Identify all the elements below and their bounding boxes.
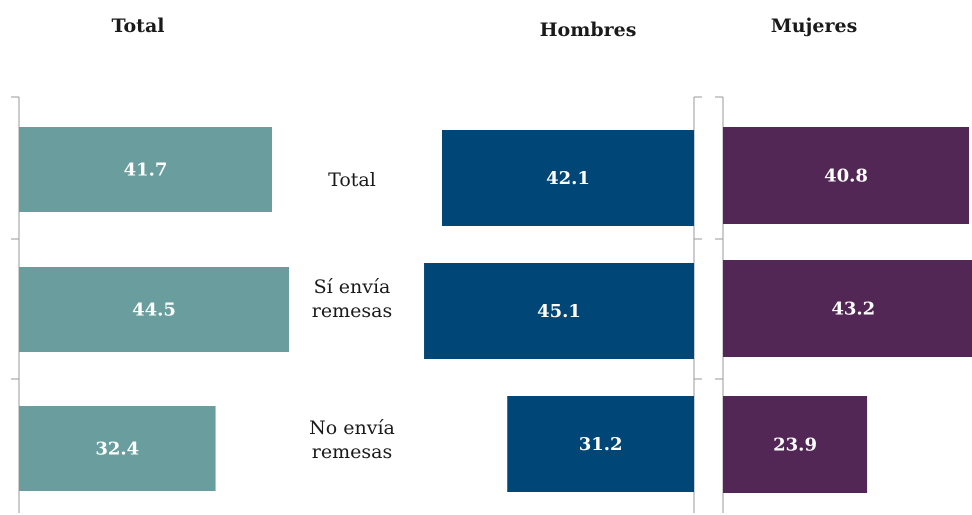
bar-hombres-2	[424, 263, 694, 359]
bar-mujeres-3	[723, 396, 868, 493]
value-label-hombres-1: 42.1	[546, 168, 590, 189]
value-label-mujeres-1: 40.8	[824, 166, 868, 187]
panel-title-hombres: Hombres	[540, 19, 637, 41]
value-label-hombres-3: 31.2	[579, 434, 623, 455]
bar-mujeres-1	[723, 127, 969, 224]
panel-title-mujeres: Mujeres	[771, 15, 858, 37]
bar-total-3	[19, 406, 216, 491]
category-label: Sí envía remesas	[312, 276, 392, 322]
category-label: No envía remesas	[309, 417, 395, 463]
value-label-mujeres-3: 23.9	[773, 435, 817, 456]
panel-titles: Total Hombres Mujeres	[112, 15, 858, 41]
category-label: Total	[328, 169, 376, 191]
bars: 41.7 44.5 32.4 42.1 45.1 31.2 40.8 43.2 23.9	[19, 127, 972, 493]
bar-hombres-1	[442, 130, 694, 226]
value-label-total-3: 32.4	[95, 439, 139, 460]
bar-hombres-3	[507, 396, 694, 492]
bar-total-2	[19, 267, 289, 352]
category-labels: Total Sí envía remesas No envía remesas	[309, 169, 395, 463]
panel-title-total: Total	[112, 15, 165, 37]
bar-total-1	[19, 127, 272, 212]
value-label-hombres-2: 45.1	[537, 301, 581, 322]
value-label-mujeres-2: 43.2	[831, 299, 875, 320]
value-label-total-1: 41.7	[124, 160, 168, 181]
bar-mujeres-2	[723, 260, 972, 357]
value-label-total-2: 44.5	[132, 300, 176, 321]
